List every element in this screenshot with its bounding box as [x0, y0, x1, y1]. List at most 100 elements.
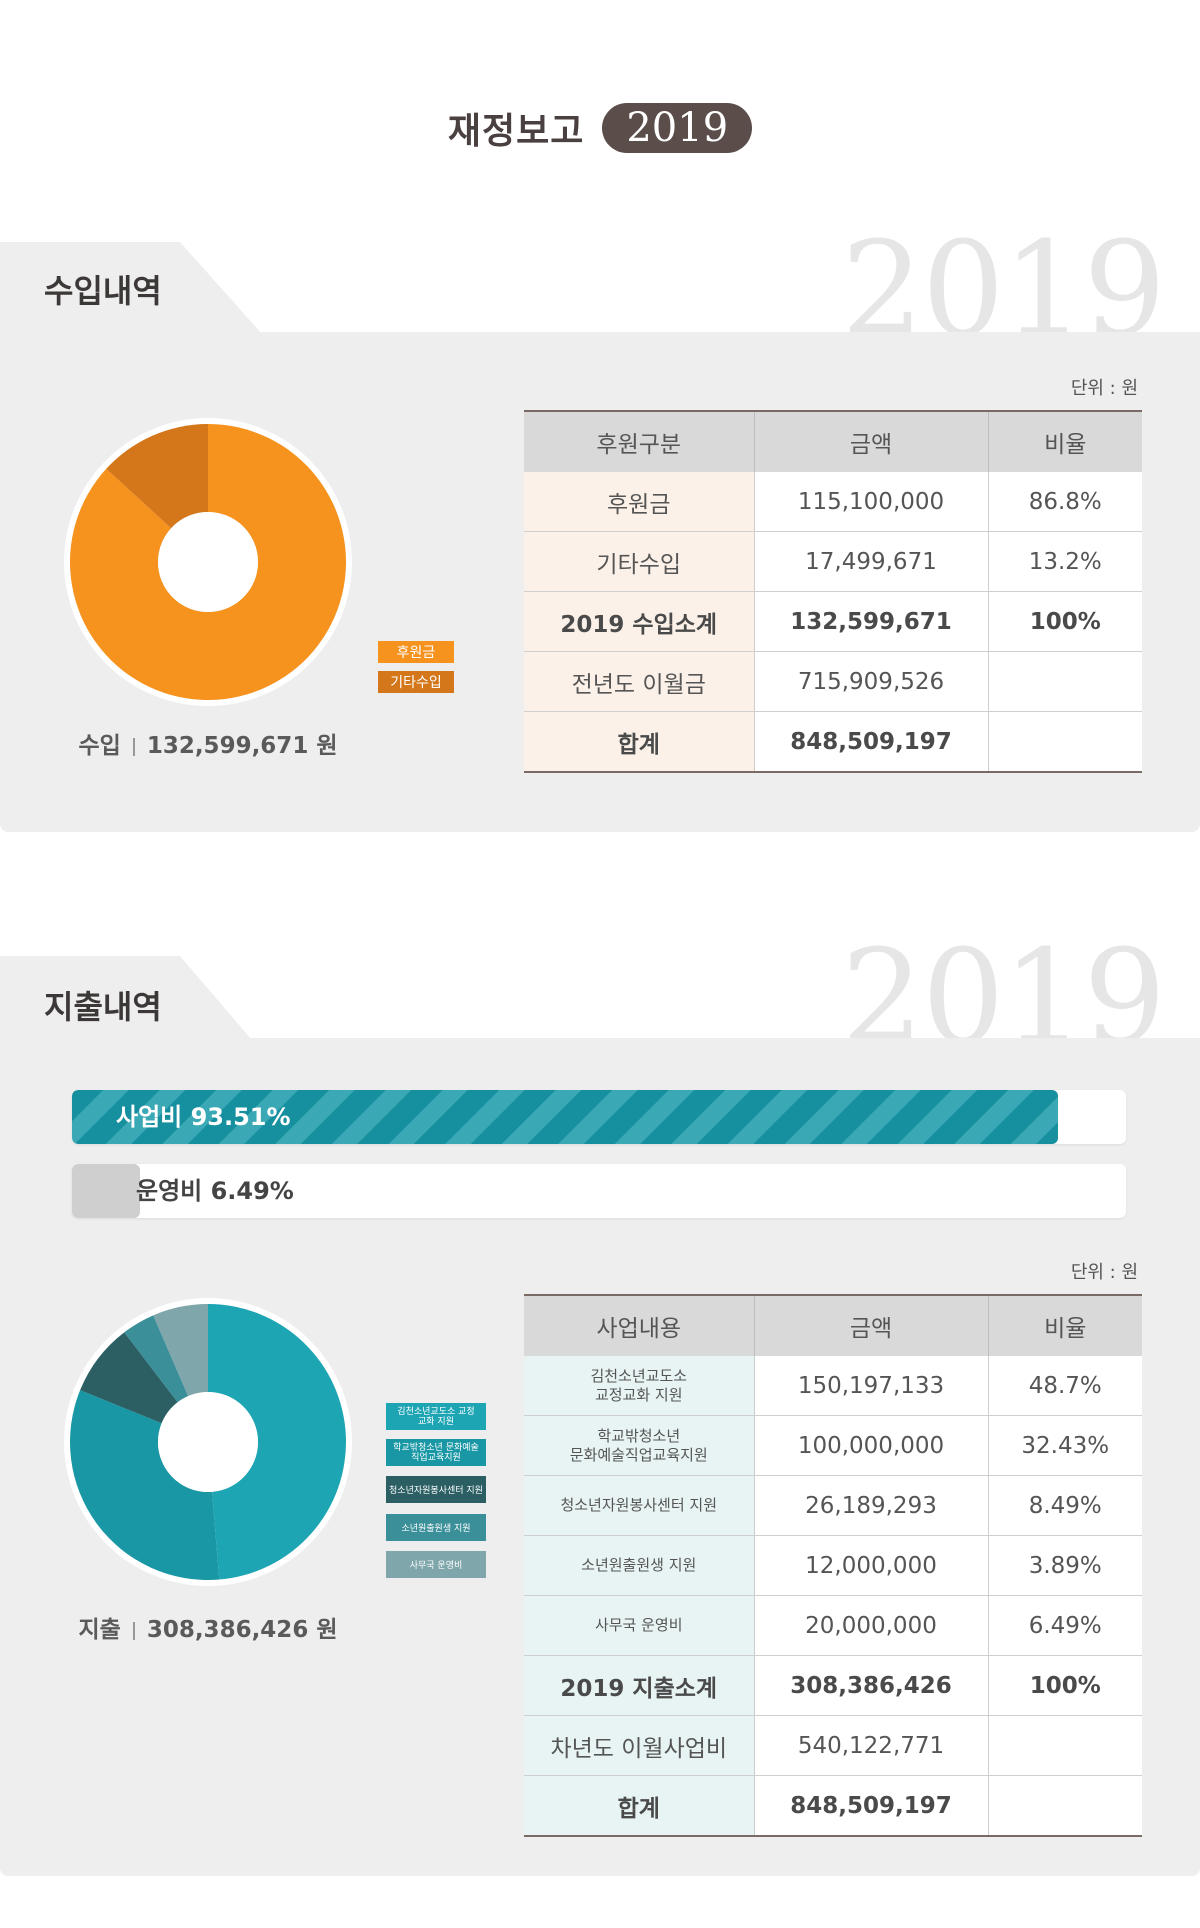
caption-separator	[132, 1621, 135, 1640]
legend-item-gimcheon: 김천소년교도소 교정교화 지원	[386, 1403, 486, 1430]
caption-separator	[132, 737, 135, 756]
table-header-amount: 금액	[754, 1294, 989, 1356]
income-donut-chart	[64, 418, 352, 706]
bar-fill-operating	[72, 1164, 141, 1218]
row-ratio: 8.49%	[988, 1475, 1142, 1536]
row-amount: 12,000,000	[754, 1535, 989, 1596]
income-section-title: 수입내역	[44, 272, 162, 310]
row-ratio: 100%	[988, 591, 1142, 652]
table-row: 학교밖청소년 문화예술직업교육지원 100,000,000 32.43%	[524, 1415, 1142, 1476]
bar-label-operating: 운영비 6.49%	[136, 1177, 294, 1205]
cat-line-2: 교정교화 지원	[594, 1385, 683, 1404]
table-header-category: 후원구분	[524, 410, 755, 472]
income-caption-value: 132,599,671 원	[146, 733, 338, 759]
legend-item-office: 사무국 운영비	[386, 1551, 486, 1578]
expense-section: 2019 지출내역 사업비 93.51% 운영비 6.49% 지출 308,386…	[0, 932, 1200, 1876]
table-row-subtotal: 2019 수입소계 132,599,671 100%	[524, 591, 1142, 652]
expense-slice-3	[80, 1332, 178, 1424]
expense-unit-label: 단위 : 원	[1070, 1262, 1138, 1283]
cat-line-1: 학교밖청소년	[597, 1426, 681, 1445]
expense-slice-1	[208, 1304, 347, 1580]
table-row-total: 합계 848,509,197	[524, 711, 1142, 773]
bar-business-cost: 사업비 93.51%	[72, 1090, 1126, 1144]
row-amount: 100,000,000	[754, 1415, 989, 1476]
table-row-total: 합계 848,509,197	[524, 1775, 1142, 1837]
row-amount: 308,386,426	[754, 1655, 989, 1716]
row-category: 차년도 이월사업비	[524, 1715, 755, 1776]
row-ratio	[988, 1715, 1142, 1776]
table-row: 청소년자원봉사센터 지원 26,189,293 8.49%	[524, 1475, 1142, 1536]
table-row: 전년도 이월금 715,909,526	[524, 651, 1142, 712]
table-row-subtotal: 2019 지출소계 308,386,426 100%	[524, 1655, 1142, 1716]
legend-item-donation: 후원금	[378, 641, 454, 663]
legend-item-volunteer-center: 청소년자원봉사센터 지원	[386, 1476, 486, 1503]
row-amount: 132,599,671	[754, 591, 989, 652]
row-category: 후원금	[524, 472, 755, 532]
table-header-ratio: 비율	[988, 1294, 1142, 1356]
legend-label: 사무국 운영비	[409, 1561, 463, 1571]
expense-donut-svg	[64, 1298, 352, 1586]
income-slice-1	[69, 424, 346, 700]
row-category: 합계	[524, 1775, 755, 1837]
row-category: 2019 지출소계	[524, 1655, 755, 1716]
legend-label: 학교밖청소년 문화예술직업교육지원	[393, 1442, 479, 1463]
expense-caption-label: 지출	[78, 1617, 121, 1643]
page-header: 재정보고 2019	[0, 100, 1200, 156]
year-badge: 2019	[602, 103, 753, 153]
table-row: 후원금 115,100,000 86.8%	[524, 472, 1142, 532]
row-category: 학교밖청소년 문화예술직업교육지원	[524, 1415, 755, 1476]
legend-label: 소년원출원생 지원	[401, 1524, 471, 1534]
expense-donut-hole	[158, 1392, 258, 1492]
row-ratio	[988, 1775, 1142, 1837]
row-category: 사무국 운영비	[524, 1595, 755, 1656]
table-header-row: 후원구분 금액 비율	[524, 410, 1142, 472]
income-caption: 수입 132,599,671 원	[64, 726, 352, 760]
income-section: 2019 수입내역 수입 132,599,671 원 후원금 기타수입 단위 : …	[0, 224, 1200, 832]
row-amount: 848,509,197	[754, 711, 989, 773]
row-category: 기타수입	[524, 531, 755, 592]
legend-label: 후원금	[396, 645, 436, 661]
income-table: 후원구분 금액 비율 후원금 115,100,000 86.8% 기타수입 17…	[524, 410, 1142, 773]
row-amount: 26,189,293	[754, 1475, 989, 1536]
row-amount: 20,000,000	[754, 1595, 989, 1656]
row-ratio	[988, 711, 1142, 773]
income-tab-shape	[0, 242, 261, 332]
row-amount: 150,197,133	[754, 1356, 989, 1416]
expense-caption-value: 308,386,426 원	[146, 1617, 338, 1643]
row-amount: 848,509,197	[754, 1775, 989, 1837]
page-title: 재정보고	[447, 111, 585, 152]
expense-donut-chart	[64, 1298, 352, 1586]
legend-item-out-of-school: 학교밖청소년 문화예술직업교육지원	[386, 1439, 486, 1466]
table-header-category: 사업내용	[524, 1294, 755, 1356]
table-header-ratio: 비율	[988, 410, 1142, 472]
row-ratio: 100%	[988, 1655, 1142, 1716]
row-ratio: 32.43%	[988, 1415, 1142, 1476]
row-category: 전년도 이월금	[524, 651, 755, 712]
expense-table: 사업내용 금액 비율 김천소년교도소 교정교화 지원 150,197,133 48…	[524, 1294, 1142, 1837]
expense-slice-5	[153, 1304, 208, 1397]
table-row: 기타수입 17,499,671 13.2%	[524, 531, 1142, 592]
income-unit-label: 단위 : 원	[1070, 378, 1138, 399]
bar-fill-business	[72, 1090, 1058, 1144]
table-header-row: 사업내용 금액 비율	[524, 1294, 1142, 1356]
legend-label: 청소년자원봉사센터 지원	[389, 1486, 483, 1496]
legend-label: 김천소년교도소 교정교화 지원	[397, 1406, 475, 1427]
table-row: 소년원출원생 지원 12,000,000 3.89%	[524, 1535, 1142, 1596]
row-ratio: 86.8%	[988, 472, 1142, 532]
legend-item-juvenile: 소년원출원생 지원	[386, 1514, 486, 1541]
table-row: 차년도 이월사업비 540,122,771	[524, 1715, 1142, 1776]
legend-item-other-income: 기타수입	[378, 671, 454, 693]
row-category: 2019 수입소계	[524, 591, 755, 652]
income-donut-svg	[64, 418, 352, 706]
bar-operating-cost: 운영비 6.49%	[72, 1164, 1126, 1218]
expense-slice-4	[124, 1315, 189, 1403]
row-category: 청소년자원봉사센터 지원	[524, 1475, 755, 1536]
income-slice-2	[106, 424, 208, 529]
legend-label: 기타수입	[390, 675, 442, 691]
table-row: 사무국 운영비 20,000,000 6.49%	[524, 1595, 1142, 1656]
row-category: 소년원출원생 지원	[524, 1535, 755, 1596]
row-ratio	[988, 651, 1142, 712]
income-caption-label: 수입	[78, 733, 121, 759]
row-ratio: 3.89%	[988, 1535, 1142, 1596]
row-ratio: 13.2%	[988, 531, 1142, 592]
